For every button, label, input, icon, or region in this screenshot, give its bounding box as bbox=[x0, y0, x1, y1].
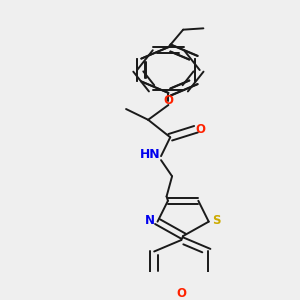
Text: O: O bbox=[164, 94, 173, 107]
Text: HN: HN bbox=[140, 148, 160, 161]
Text: O: O bbox=[176, 287, 186, 300]
Text: O: O bbox=[196, 123, 206, 136]
Text: S: S bbox=[213, 214, 221, 227]
Text: N: N bbox=[144, 214, 154, 227]
